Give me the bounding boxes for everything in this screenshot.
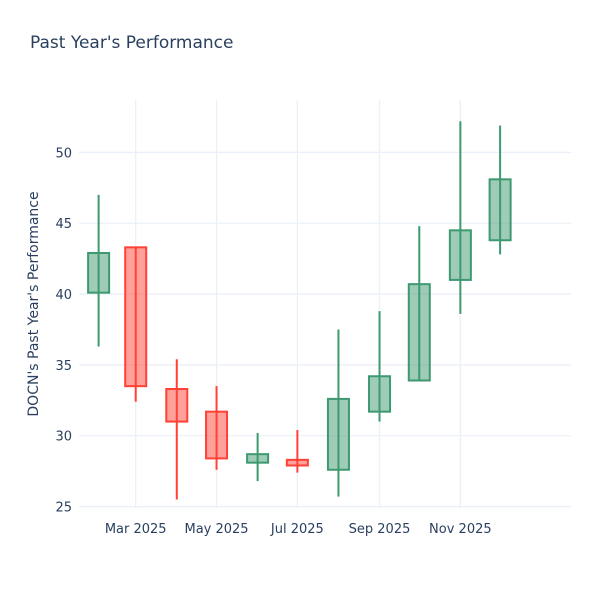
candle-body <box>326 397 350 471</box>
y-tick-label: 40 <box>55 288 72 303</box>
y-tick-label: 35 <box>55 359 72 374</box>
candle-nov-2025[interactable] <box>448 121 472 314</box>
x-tick-label: Sep 2025 <box>349 522 411 537</box>
candle-apr-2025[interactable] <box>165 359 189 500</box>
x-tick-label: Nov 2025 <box>429 522 492 537</box>
x-tick-label: Mar 2025 <box>105 522 167 537</box>
candle-body <box>124 246 148 388</box>
y-axis-title: DOCN's Past Year's Performance <box>26 191 42 416</box>
y-tick-label: 50 <box>55 146 72 161</box>
candle-sep-2025[interactable] <box>368 311 392 422</box>
candle-body <box>368 375 392 413</box>
candle-feb-2025[interactable] <box>87 194 111 347</box>
x-tick-label: May 2025 <box>184 522 248 537</box>
candle-body <box>87 252 111 294</box>
y-tick-label: 30 <box>55 430 72 445</box>
candle-body <box>285 458 309 467</box>
y-tick-label: 25 <box>55 501 72 516</box>
candle-body <box>407 283 431 382</box>
candle-mar-2025[interactable] <box>124 246 148 402</box>
candle-body <box>246 453 270 464</box>
chart-title: Past Year's Performance <box>30 33 234 53</box>
candle-dec-2025[interactable] <box>488 125 512 255</box>
candle-oct-2025[interactable] <box>407 226 431 382</box>
candle-jul-2025[interactable] <box>285 430 309 473</box>
candle-body <box>448 229 472 281</box>
candle-may-2025[interactable] <box>205 386 229 470</box>
candle-body <box>488 178 512 242</box>
candle-aug-2025[interactable] <box>326 329 350 497</box>
candle-body <box>205 410 229 460</box>
x-tick-label: Jul 2025 <box>270 522 324 537</box>
candle-jun-2025[interactable] <box>246 432 270 482</box>
candle-body <box>165 388 189 423</box>
y-tick-label: 45 <box>55 217 72 232</box>
